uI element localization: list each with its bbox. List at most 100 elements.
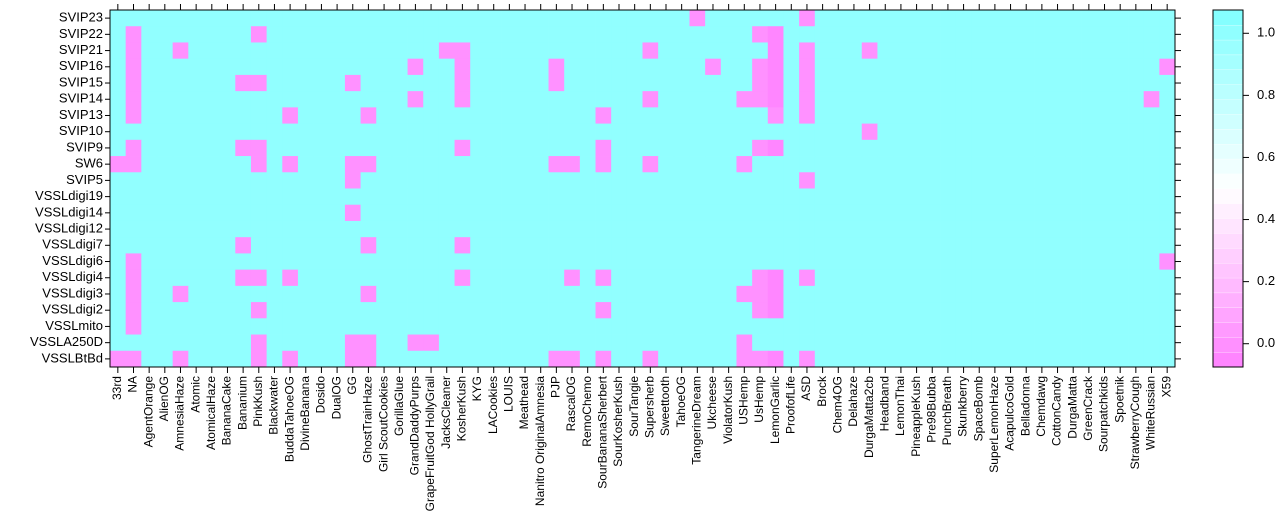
cell (156, 204, 174, 222)
cell (235, 269, 252, 287)
cell (1143, 139, 1160, 157)
cell (344, 26, 361, 43)
cell (219, 123, 236, 141)
cell (125, 123, 142, 141)
cell (1128, 91, 1145, 108)
cell (235, 139, 252, 157)
cell (752, 156, 769, 173)
cell (861, 26, 878, 43)
cell (908, 91, 925, 108)
cell (642, 188, 659, 206)
cell (673, 350, 690, 368)
cell (1143, 58, 1160, 76)
y-tick-label: VSSLdigi7 (42, 237, 103, 252)
cell (454, 91, 471, 108)
cell (1143, 334, 1160, 352)
cell (611, 285, 628, 303)
cell (611, 139, 628, 157)
cell (830, 42, 847, 60)
cell (203, 237, 221, 254)
cell (595, 107, 612, 124)
cell (673, 107, 690, 124)
cell (689, 302, 706, 319)
cell (391, 156, 408, 173)
cell (360, 220, 377, 238)
cell (1049, 253, 1066, 271)
cell (1096, 334, 1113, 352)
cell (532, 139, 549, 157)
cell (564, 172, 581, 189)
cell (438, 334, 455, 352)
cell (564, 42, 581, 60)
cell (188, 58, 205, 76)
x-tick-label: BananaCake (220, 376, 234, 446)
cell (407, 172, 424, 189)
cell (1143, 302, 1160, 319)
colorbar-band (1212, 247, 1244, 264)
cell (360, 253, 377, 271)
x-tick-label: ASD (799, 376, 813, 401)
cell (830, 123, 847, 141)
cell (391, 188, 408, 206)
cell (642, 91, 659, 108)
cell (564, 253, 581, 271)
cell (720, 350, 737, 368)
cell (485, 139, 502, 157)
cell (532, 285, 549, 303)
cell (266, 285, 283, 303)
cell (470, 302, 487, 319)
cell (720, 123, 737, 141)
cell (893, 237, 910, 254)
cell (172, 350, 189, 368)
cell (595, 172, 612, 189)
cell (235, 26, 252, 43)
cell (438, 58, 455, 76)
cell (955, 318, 972, 335)
cell (501, 172, 518, 189)
cell (250, 204, 268, 222)
cell (611, 172, 628, 189)
cell (642, 107, 659, 124)
cell (297, 156, 315, 173)
cell (705, 139, 722, 157)
colorbar-band (1212, 9, 1244, 26)
cell (1128, 42, 1145, 60)
cell (799, 156, 816, 173)
cell (846, 334, 863, 352)
cell (266, 74, 283, 92)
cell (548, 58, 565, 76)
cell (329, 172, 346, 189)
cell (329, 10, 346, 27)
cell (188, 269, 205, 287)
cell (626, 58, 643, 76)
cell (799, 253, 816, 271)
cell (893, 58, 910, 76)
colorbar-band (1212, 113, 1244, 130)
cell (391, 107, 408, 124)
cell (282, 42, 299, 60)
cell (156, 334, 174, 352)
cell (877, 237, 894, 254)
cell (313, 91, 330, 108)
cell (720, 269, 737, 287)
cell (1081, 172, 1098, 189)
cell (125, 302, 142, 319)
cell (971, 172, 988, 189)
cell (250, 107, 268, 124)
cell (642, 220, 659, 238)
cell (548, 269, 565, 287)
cell (1128, 285, 1145, 303)
cell (250, 58, 268, 76)
cell (141, 156, 158, 173)
x-tick-label: SuperLemonHaze (987, 376, 1001, 473)
cell (673, 302, 690, 319)
cell (141, 74, 158, 92)
cell (673, 269, 690, 287)
cell (720, 58, 737, 76)
cell (313, 318, 330, 335)
x-tick-label: Chemdawg (1034, 376, 1048, 437)
cell (736, 269, 753, 287)
cell (830, 253, 847, 271)
cell (532, 123, 549, 141)
cell (156, 156, 174, 173)
